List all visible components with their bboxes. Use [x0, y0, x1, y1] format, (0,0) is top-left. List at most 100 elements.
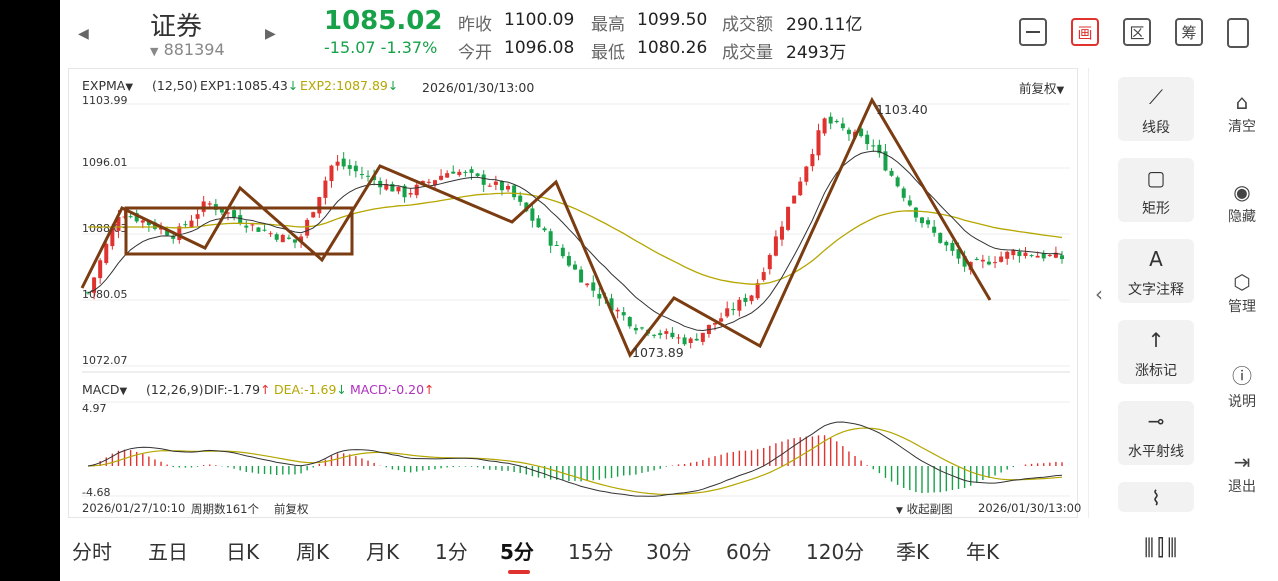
candle-body	[451, 171, 456, 174]
tab-0[interactable]: 分时	[72, 540, 112, 564]
candle-body	[944, 241, 949, 246]
candle-body	[1053, 252, 1058, 258]
candle-body	[816, 130, 821, 156]
y-tick-label: 1088.03	[82, 222, 128, 235]
candle-body	[962, 256, 967, 267]
phone-switch-icon[interactable]	[1227, 18, 1249, 48]
side-label: 清空	[1228, 119, 1256, 135]
candle-body	[737, 299, 742, 311]
tab-10[interactable]: 120分	[806, 540, 865, 564]
minimize-icon[interactable]	[1019, 18, 1047, 46]
candle-body	[378, 180, 383, 188]
tool-rectangle[interactable]: ▢ 矩形	[1118, 158, 1194, 222]
dif-value: DIF:-1.79↑	[204, 382, 271, 397]
side-exit[interactable]: ⇥ 退出	[1212, 450, 1272, 496]
chip-button[interactable]: 筹	[1175, 18, 1203, 46]
candle-body	[615, 309, 620, 312]
candle-body	[311, 212, 316, 218]
indicator-selector[interactable]: EXPMA▼	[82, 78, 134, 93]
expma-params: (12,50)	[152, 78, 198, 93]
candle-body	[250, 224, 255, 226]
candle-body	[828, 116, 833, 124]
candle-body	[840, 123, 845, 129]
candle-body	[682, 337, 687, 345]
tab-4[interactable]: 月K	[366, 540, 400, 564]
tool-more[interactable]: ⌇	[1118, 482, 1194, 512]
trend-rectangle	[124, 206, 354, 256]
tab-7[interactable]: 15分	[568, 540, 614, 564]
next-stock-icon[interactable]: ▶	[265, 26, 276, 42]
candle-body	[171, 235, 176, 239]
tab-8[interactable]: 30分	[646, 540, 692, 564]
candle-body	[664, 331, 669, 334]
side-label: 管理	[1228, 299, 1256, 315]
wave-icon: ⌇	[1151, 486, 1161, 510]
candle-body	[865, 134, 870, 145]
tab-11[interactable]: 季K	[896, 540, 930, 564]
prev-stock-icon[interactable]: ◀	[78, 26, 89, 42]
candle-body	[755, 283, 760, 299]
chart-panel[interactable]	[68, 68, 1078, 518]
candle-body	[396, 186, 401, 192]
tab-9[interactable]: 60分	[726, 540, 772, 564]
collapse-subchart[interactable]: ▼ 收起副图	[896, 502, 953, 516]
amount-value: 290.11亿	[786, 15, 863, 35]
collapse-tools-icon[interactable]: ‹	[1095, 282, 1103, 306]
dropdown-icon: ▼	[119, 386, 128, 397]
low-mark: 1073.89	[632, 345, 684, 360]
stock-code[interactable]: ▼ 881394	[150, 40, 225, 59]
candle-body	[1060, 255, 1064, 260]
candle-body	[579, 269, 584, 283]
candle-body	[256, 227, 261, 232]
candle-body	[128, 216, 133, 218]
side-clear[interactable]: ⌂ 清空	[1212, 90, 1272, 136]
side-help[interactable]: ⓘ 说明	[1212, 360, 1272, 411]
side-hide[interactable]: ◉ 隐藏	[1212, 180, 1272, 226]
tab-12[interactable]: 年K	[966, 540, 1000, 564]
candle-body	[974, 258, 979, 260]
broom-icon: ⌂	[1235, 90, 1249, 114]
draw-button[interactable]: 画	[1071, 18, 1099, 46]
tool-ray[interactable]: ⊸ 水平射线	[1118, 401, 1194, 465]
volume-label: 成交量	[722, 43, 773, 63]
y-tick-label: 1080.05	[82, 288, 128, 301]
dea-value: DEA:-1.69↓	[274, 382, 347, 397]
tool-up-mark[interactable]: ↑ 涨标记	[1118, 320, 1194, 384]
tool-label: 水平射线	[1128, 444, 1184, 460]
macd-selector[interactable]: MACD▼	[82, 382, 128, 397]
candle-body	[408, 193, 413, 195]
side-label: 说明	[1228, 394, 1256, 410]
cursor-datetime: 2026/01/30/13:00	[422, 80, 535, 95]
candle-body	[938, 232, 943, 243]
side-manage[interactable]: ⬡ 管理	[1212, 270, 1272, 316]
dif-line	[87, 421, 1063, 497]
candle-body	[86, 292, 90, 294]
candle-body	[329, 165, 334, 182]
zone-button[interactable]: 区	[1123, 18, 1151, 46]
tool-segment[interactable]: ⟋ 线段	[1118, 77, 1194, 141]
candle-body	[889, 170, 894, 176]
candle-body	[676, 337, 681, 339]
tool-text[interactable]: A 文字注释	[1118, 239, 1194, 303]
candle-body	[688, 338, 693, 343]
tab-1[interactable]: 五日	[148, 540, 188, 564]
tabs-more[interactable]: ⫼⫿⫼	[1084, 524, 1278, 581]
candle-body	[323, 180, 328, 198]
candle-body	[439, 175, 444, 180]
candle-body	[159, 227, 164, 230]
candle-body	[92, 277, 97, 293]
footer-adjust: 前复权	[274, 502, 309, 516]
candle-body	[226, 212, 231, 214]
trend-drawings	[80, 96, 992, 358]
tab-5[interactable]: 1分	[435, 540, 468, 564]
tab-3[interactable]: 周K	[296, 540, 330, 564]
candle-body	[999, 256, 1004, 262]
candle-body	[426, 181, 431, 183]
adjust-selector[interactable]: 前复权▼	[1019, 81, 1065, 96]
candle-body	[591, 282, 596, 291]
tab-2[interactable]: 日K	[226, 540, 260, 564]
tab-6[interactable]: 5分	[500, 540, 534, 564]
low-label: 最低	[591, 43, 625, 63]
candle-body	[1011, 250, 1016, 256]
candle-body	[907, 200, 912, 206]
